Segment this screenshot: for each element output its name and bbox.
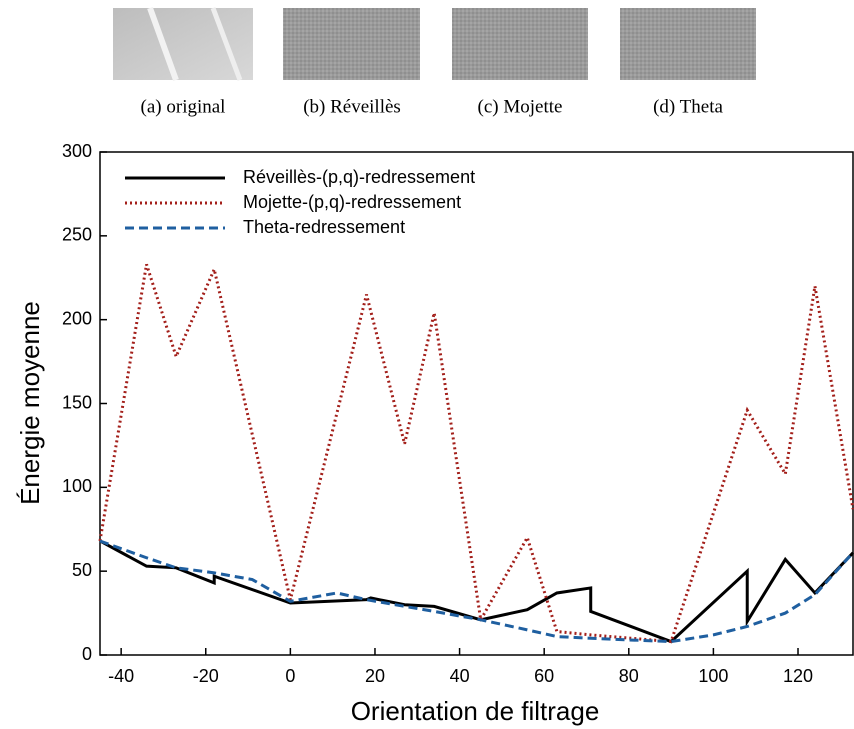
thumbnail-c bbox=[452, 8, 588, 80]
thumbnail-a bbox=[113, 6, 253, 82]
legend-label: Réveillès-(p,q)-redressement bbox=[243, 167, 475, 187]
y-tick-label: 250 bbox=[62, 225, 92, 245]
legend-label: Theta-redressement bbox=[243, 217, 405, 237]
x-tick-label: 80 bbox=[619, 666, 639, 686]
y-tick-label: 50 bbox=[72, 560, 92, 580]
caption: (a) original bbox=[141, 96, 226, 117]
y-tick-label: 300 bbox=[62, 141, 92, 161]
x-tick-label: 60 bbox=[534, 666, 554, 686]
x-axis-title: Orientation de filtrage bbox=[351, 696, 600, 726]
legend-label: Mojette-(p,q)-redressement bbox=[243, 192, 461, 212]
x-tick-label: 20 bbox=[365, 666, 385, 686]
y-tick-label: 150 bbox=[62, 392, 92, 412]
caption: (c) Mojette bbox=[478, 96, 563, 117]
series-line bbox=[98, 263, 854, 644]
caption: (d) Theta bbox=[653, 96, 723, 117]
y-tick-label: 200 bbox=[62, 308, 92, 328]
y-axis-title: Énergie moyenne bbox=[15, 301, 45, 505]
caption: (b) Réveillès bbox=[303, 96, 401, 117]
thumbnail-d bbox=[620, 8, 756, 80]
x-tick-label: -40 bbox=[108, 666, 134, 686]
y-tick-label: 0 bbox=[82, 644, 92, 664]
x-tick-label: 40 bbox=[450, 666, 470, 686]
x-tick-label: 100 bbox=[698, 666, 728, 686]
y-tick-label: 100 bbox=[62, 476, 92, 496]
thumbnail-b bbox=[283, 8, 420, 80]
x-tick-label: 0 bbox=[285, 666, 295, 686]
x-tick-label: -20 bbox=[193, 666, 219, 686]
series-line bbox=[99, 539, 854, 644]
x-tick-label: 120 bbox=[783, 666, 813, 686]
